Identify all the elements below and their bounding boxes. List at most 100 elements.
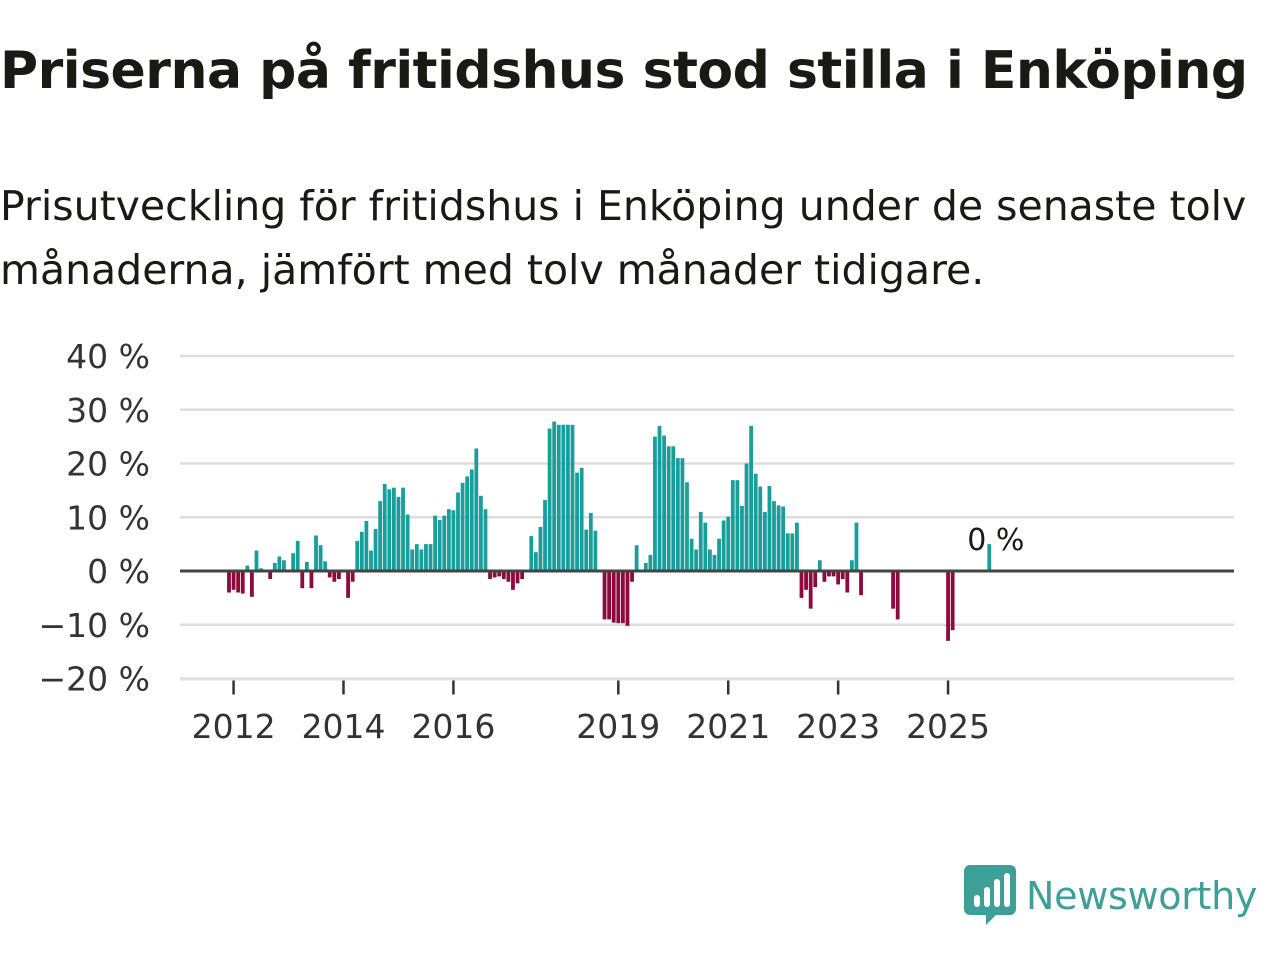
bar (717, 538, 721, 571)
bar (762, 511, 767, 572)
bar (749, 425, 754, 572)
bar (227, 571, 231, 593)
y-tick-label: 30 % (66, 391, 150, 430)
bar (547, 428, 552, 571)
bar (776, 505, 781, 572)
bar (424, 544, 428, 572)
bar (712, 554, 717, 572)
bar (703, 522, 708, 572)
y-tick-label: 10 % (66, 498, 150, 537)
x-tick-label: 2016 (411, 707, 495, 746)
bar (827, 571, 831, 577)
bar (808, 571, 813, 609)
bar (753, 473, 758, 571)
bar (795, 522, 799, 572)
bar (611, 571, 616, 623)
y-tick-label: −10 % (39, 606, 151, 645)
bar (469, 469, 474, 571)
bar (327, 571, 332, 578)
bar (533, 552, 538, 571)
bar (836, 571, 841, 585)
bar (282, 560, 286, 571)
bar (859, 571, 863, 596)
gridlines (180, 354, 1234, 680)
bar (465, 476, 470, 571)
bar (781, 506, 786, 571)
bar (318, 545, 323, 571)
bar (666, 446, 671, 571)
bar (799, 571, 804, 598)
bar (657, 425, 662, 572)
bar (428, 544, 433, 572)
newsworthy-logo-icon (964, 865, 1016, 925)
bar (726, 516, 731, 571)
bar (350, 571, 355, 582)
bar (314, 535, 318, 572)
bar (337, 571, 341, 580)
bar (245, 565, 250, 572)
bar (346, 571, 350, 598)
bar (653, 436, 657, 572)
bar (840, 571, 845, 580)
bar (758, 486, 763, 571)
bar (849, 560, 854, 571)
bar (240, 571, 245, 594)
bar (364, 521, 369, 571)
bar (414, 544, 419, 572)
bar (323, 561, 328, 571)
latest-value-label: 0 % (967, 523, 1024, 558)
x-tick-label: 2012 (192, 707, 276, 746)
bar (272, 562, 277, 571)
bar (373, 529, 378, 571)
bar (396, 496, 401, 571)
bar (300, 571, 305, 589)
bar (543, 500, 547, 571)
bar (561, 424, 566, 571)
bar (497, 571, 502, 577)
y-tick-label: −20 % (39, 660, 151, 699)
chart-subtitle: Prisutveckling för fritidshus i Enköping… (0, 182, 1247, 294)
bar (359, 531, 364, 571)
bar (634, 545, 639, 571)
bar (675, 458, 680, 572)
axes (180, 569, 1234, 695)
bar (254, 550, 259, 571)
bar (790, 533, 795, 572)
bar (616, 571, 621, 624)
bar (625, 571, 630, 626)
bar (662, 435, 666, 571)
bar (538, 526, 543, 571)
bar (740, 505, 744, 571)
bar (456, 492, 460, 571)
bar (378, 501, 383, 572)
bar (515, 571, 520, 584)
labels: 40 % 30 % 20 % 10 % 0 % −10 % −20 % 2012 2014 201… (39, 337, 1025, 746)
bar (369, 550, 373, 571)
bar (433, 515, 437, 571)
bar (946, 571, 950, 641)
bar (785, 533, 790, 572)
bars (227, 421, 992, 641)
bar (744, 463, 749, 571)
bar (556, 424, 561, 571)
brand-name: Newsworthy (1026, 874, 1258, 918)
x-tick-label: 2019 (576, 707, 660, 746)
y-tick-label: 40 % (66, 337, 150, 376)
bar (721, 520, 726, 571)
bar (602, 571, 607, 620)
x-tick-label: 2025 (906, 707, 990, 746)
bar (355, 540, 360, 571)
bar (735, 480, 740, 571)
bar (813, 571, 818, 588)
bar (854, 522, 859, 572)
bar (446, 509, 451, 571)
bar (708, 549, 712, 571)
bar-chart: 40 % 30 % 20 % 10 % 0 % −10 % −20 % 2012 2014 201… (39, 337, 1234, 746)
bar (405, 514, 410, 571)
bar (382, 483, 387, 572)
bar (483, 509, 488, 571)
bar (694, 549, 699, 571)
bar (648, 554, 653, 572)
bar (304, 561, 309, 571)
bar (987, 544, 992, 572)
